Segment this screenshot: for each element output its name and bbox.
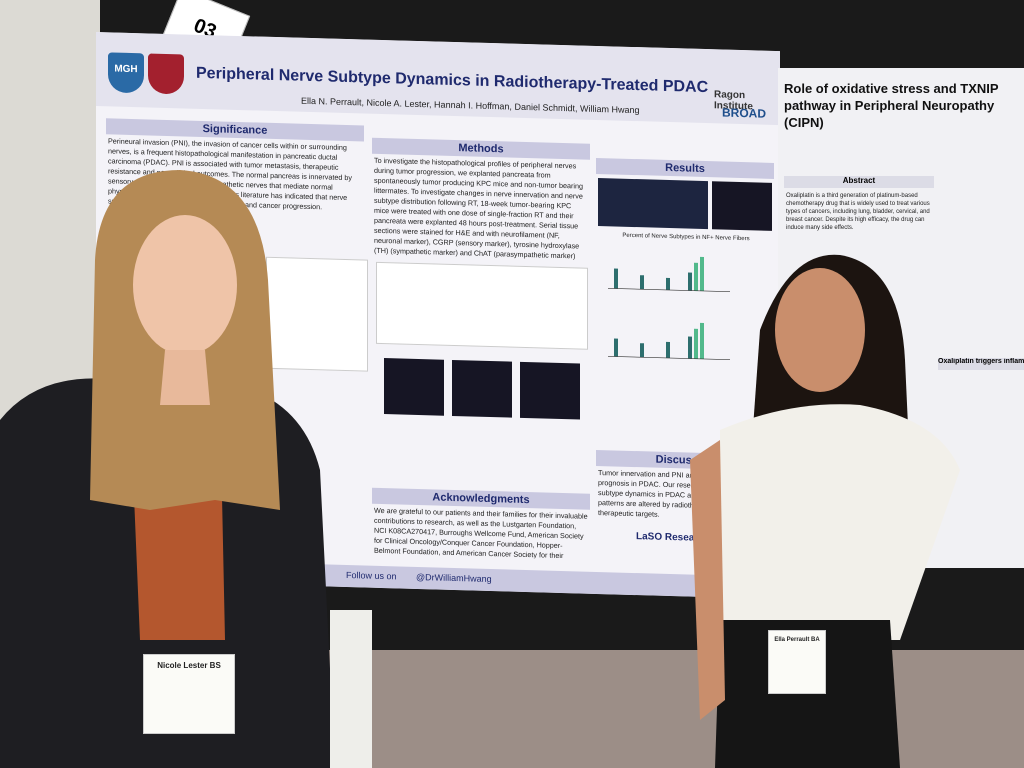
blouse [720,404,960,640]
section-heading: Abstract [784,176,934,188]
name-badge: Nicole Lester BS [143,654,235,734]
bar-chart [608,256,730,361]
arm [690,440,725,720]
bars [614,268,692,359]
poster-2-title: Role of oxidative stress and TXNIP pathw… [784,81,999,130]
poster: MGH Peripheral Nerve Subtype Dynamics in… [96,32,780,600]
section-text: Oxaliplatin is a third generation of pla… [786,193,930,231]
axis [608,288,730,293]
pants [715,620,900,768]
face [133,215,237,355]
section-heading: Oxaliplatin triggers inflammatory [938,358,1024,370]
neck [160,350,210,405]
axis [608,356,730,361]
face [775,268,865,392]
poster-tube [330,610,372,768]
name-badge: Ella Perrault BA [768,630,826,694]
bars [694,256,704,359]
